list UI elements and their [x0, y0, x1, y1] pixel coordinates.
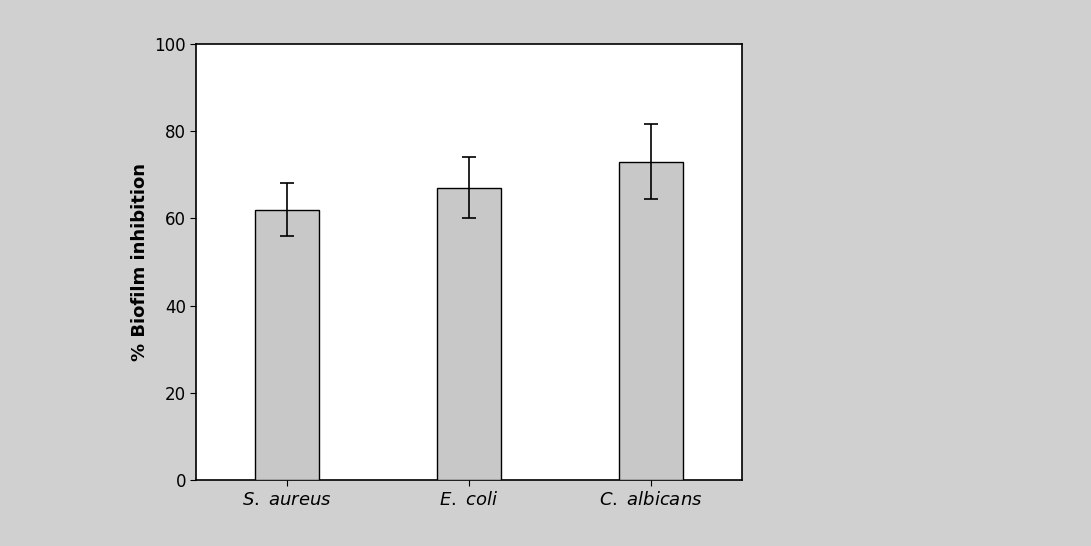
Bar	[437, 188, 501, 480]
Y-axis label: % Biofilm inhibition: % Biofilm inhibition	[131, 163, 148, 361]
Bar	[620, 162, 683, 480]
Bar	[255, 210, 319, 480]
